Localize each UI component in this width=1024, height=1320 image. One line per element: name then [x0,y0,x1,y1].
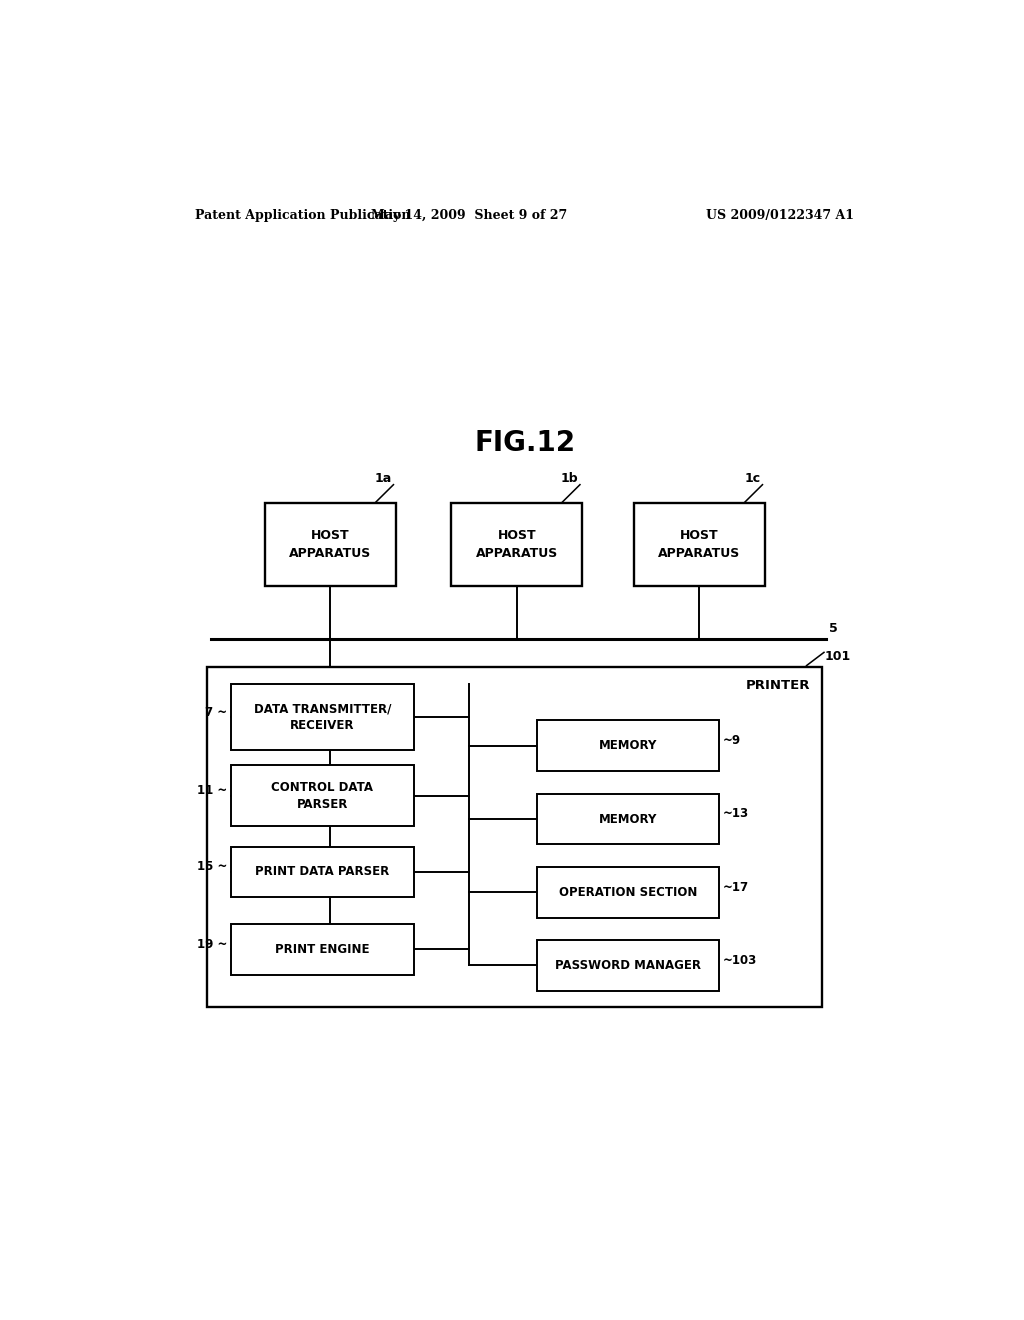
Bar [207,667,822,1007]
Text: ~9: ~9 [723,734,741,747]
Text: PRINTER: PRINTER [746,678,811,692]
Text: ~13: ~13 [723,808,750,821]
Text: 5: 5 [828,622,838,635]
Text: HOST
APPARATUS: HOST APPARATUS [476,529,558,560]
Text: PRINT DATA PARSER: PRINT DATA PARSER [255,866,389,878]
Text: PASSWORD MANAGER: PASSWORD MANAGER [555,958,701,972]
Text: US 2009/0122347 A1: US 2009/0122347 A1 [707,209,854,222]
Bar [231,766,414,826]
Bar [231,846,414,898]
Text: Patent Application Publication: Patent Application Publication [196,209,411,222]
Bar [634,503,765,586]
Text: HOST
APPARATUS: HOST APPARATUS [658,529,740,560]
Bar [231,924,414,974]
Bar [452,503,583,586]
Text: ~103: ~103 [723,954,758,966]
Bar [537,867,719,917]
Text: 101: 101 [824,649,851,663]
Bar [231,684,414,751]
Text: 1c: 1c [744,471,761,484]
Bar [265,503,396,586]
Text: ~17: ~17 [723,880,750,894]
Text: 11 ~: 11 ~ [197,784,227,797]
Text: MEMORY: MEMORY [599,739,657,752]
Text: MEMORY: MEMORY [599,813,657,825]
Text: 7 ~: 7 ~ [205,706,227,719]
Bar [537,793,719,845]
Text: 19 ~: 19 ~ [197,937,227,950]
Text: CONTROL DATA
PARSER: CONTROL DATA PARSER [271,780,374,810]
Text: OPERATION SECTION: OPERATION SECTION [559,886,697,899]
Bar [537,721,719,771]
Text: FIG.12: FIG.12 [474,429,575,457]
Text: 1a: 1a [375,471,392,484]
Text: 15 ~: 15 ~ [197,861,227,874]
Bar [537,940,719,991]
Text: DATA TRANSMITTER/
RECEIVER: DATA TRANSMITTER/ RECEIVER [254,702,391,733]
Text: PRINT ENGINE: PRINT ENGINE [275,942,370,956]
Text: 1b: 1b [561,471,579,484]
Text: May 14, 2009  Sheet 9 of 27: May 14, 2009 Sheet 9 of 27 [371,209,567,222]
Text: HOST
APPARATUS: HOST APPARATUS [289,529,372,560]
